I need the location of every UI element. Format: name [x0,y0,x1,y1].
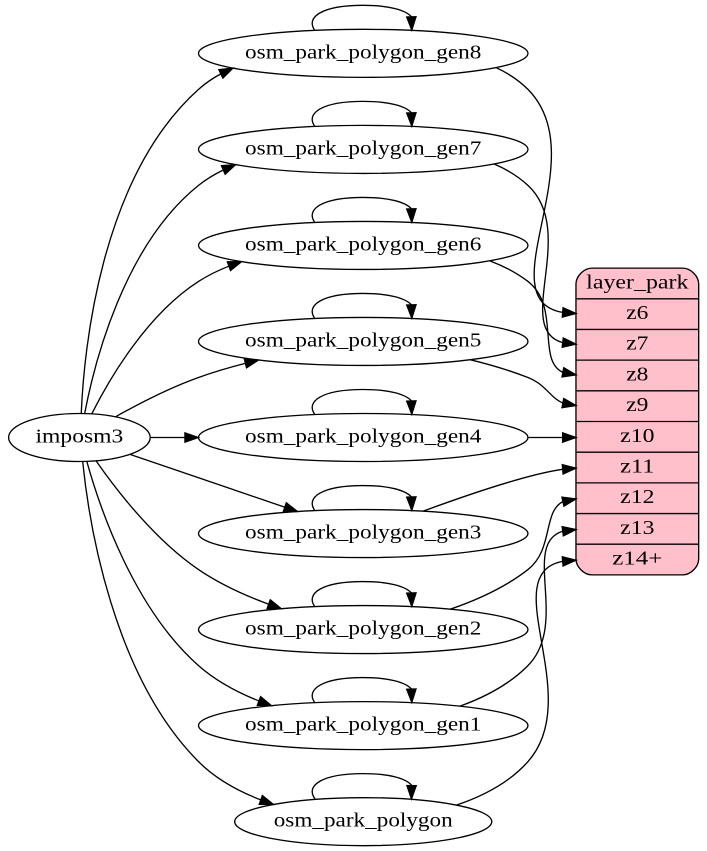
svg-text:osm_park_polygon_gen2: osm_park_polygon_gen2 [245,618,481,640]
svg-text:z9: z9 [626,394,648,416]
svg-text:osm_park_polygon_gen3: osm_park_polygon_gen3 [245,521,481,543]
svg-text:z7: z7 [626,333,648,355]
svg-text:z14+: z14+ [612,547,662,569]
svg-text:imposm3: imposm3 [36,425,124,447]
svg-text:z12: z12 [620,486,654,508]
svg-text:z11: z11 [620,455,654,477]
svg-text:z8: z8 [626,363,648,385]
svg-text:osm_park_polygon_gen1: osm_park_polygon_gen1 [245,714,481,736]
svg-text:z6: z6 [626,302,648,324]
svg-text:layer_park: layer_park [586,271,689,293]
svg-text:osm_park_polygon_gen4: osm_park_polygon_gen4 [245,425,481,447]
svg-text:osm_park_polygon_gen7: osm_park_polygon_gen7 [245,137,481,159]
svg-text:osm_park_polygon: osm_park_polygon [274,810,453,832]
svg-text:z10: z10 [620,425,654,447]
svg-text:osm_park_polygon_gen8: osm_park_polygon_gen8 [245,41,481,63]
svg-text:osm_park_polygon_gen5: osm_park_polygon_gen5 [245,329,481,351]
svg-text:osm_park_polygon_gen6: osm_park_polygon_gen6 [245,233,481,255]
svg-text:z13: z13 [620,517,654,539]
